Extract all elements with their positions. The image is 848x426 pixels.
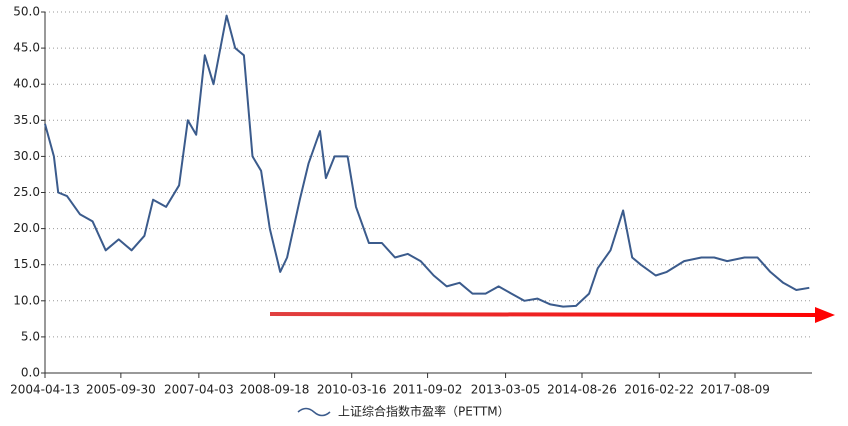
trend-arrow [270,307,835,323]
x-tick-label: 2014-08-26 [547,383,617,397]
y-tick-label: 20.0 [13,221,40,235]
y-tick-label: 25.0 [13,185,40,199]
legend-swatch [297,407,331,417]
y-tick-label: 0.0 [21,366,40,380]
y-tick-label: 30.0 [13,149,40,163]
x-tick-label: 2007-04-03 [164,383,234,397]
x-tick-label: 2011-09-02 [393,383,463,397]
x-tick-label: 2008-09-18 [240,383,310,397]
y-tick-label: 50.0 [13,5,40,19]
y-tick-label: 45.0 [13,41,40,55]
y-tick-label: 40.0 [13,77,40,91]
x-tick-label: 2005-09-30 [86,383,156,397]
legend-label: 上证综合指数市盈率（PETTM） [338,404,510,419]
x-tick-label: 2004-04-13 [10,383,80,397]
x-tick-label: 2017-08-09 [700,383,770,397]
x-tick-label: 2013-03-05 [471,383,541,397]
y-tick-label: 15.0 [13,257,40,271]
y-tick-label: 35.0 [13,113,40,127]
grid [45,11,812,338]
x-tick-label: 2010-03-16 [317,383,387,397]
x-tick-label: 2016-02-22 [624,383,694,397]
y-tick-label: 5.0 [21,329,40,343]
y-tick-label: 10.0 [13,293,40,307]
data-line [44,14,810,308]
